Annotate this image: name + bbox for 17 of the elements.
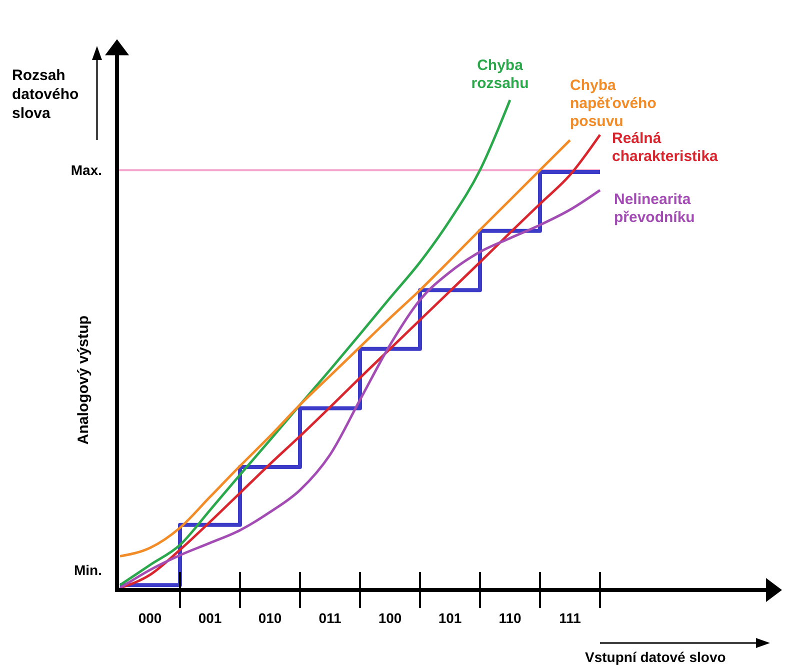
x-axis-title: Vstupní datové slovo (585, 649, 726, 665)
y-axis-title: Analogový výstup (75, 315, 92, 445)
x-tick-label: 000 (138, 610, 162, 626)
series-label: Chyba napěťového posuvu (570, 77, 656, 130)
series-label: Nelinearita převodníku (614, 191, 695, 226)
series-label: Chyba rozsahu (471, 57, 529, 92)
ref-line-label: Max. (70, 162, 102, 178)
x-tick-label: 010 (258, 610, 282, 626)
x-tick-label: 100 (378, 610, 402, 626)
x-tick-label: 011 (318, 610, 342, 626)
x-tick-label: 101 (438, 610, 462, 626)
x-tick-label: 001 (198, 610, 222, 626)
x-tick-label: 111 (559, 610, 582, 626)
x-tick-label: 110 (498, 610, 522, 626)
text: Min. (74, 562, 102, 578)
series-label: Reálná charakteristika (612, 130, 719, 165)
text: Rozsah datového slova (12, 67, 79, 122)
